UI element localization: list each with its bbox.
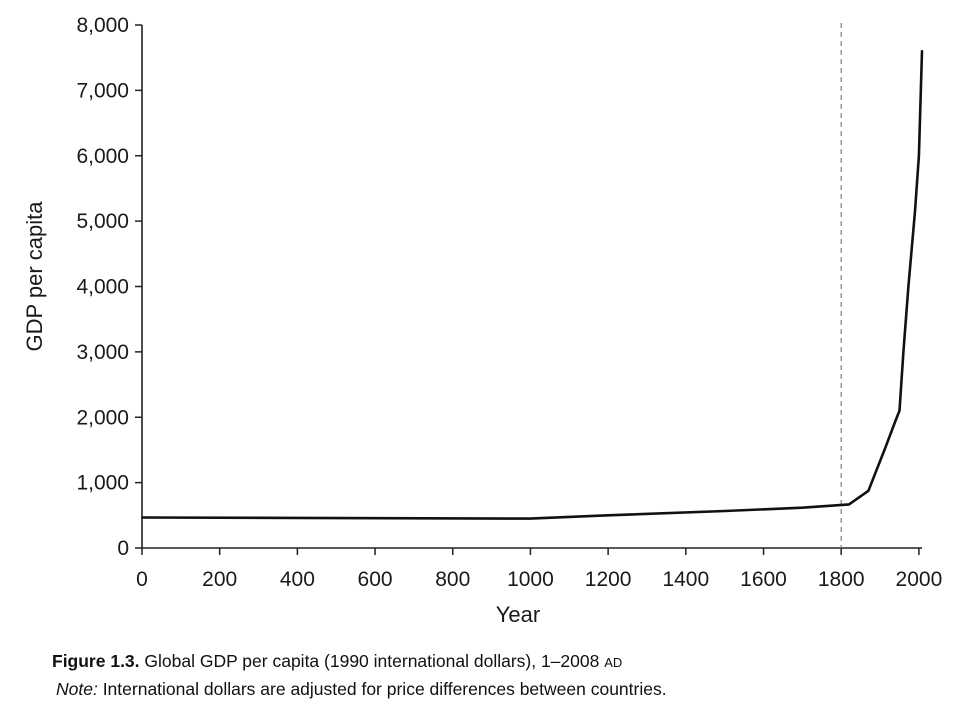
x-tick-label: 2000 xyxy=(896,568,943,591)
y-tick-label: 8,000 xyxy=(76,14,129,37)
caption-line-1: Figure 1.3. Global GDP per capita (1990 … xyxy=(52,648,962,676)
x-tick-label: 200 xyxy=(202,568,237,591)
series-layer xyxy=(141,49,924,520)
x-tick-label: 1200 xyxy=(585,568,632,591)
x-tick-label: 1000 xyxy=(507,568,554,591)
figure-text: Global GDP per capita (1990 internationa… xyxy=(139,651,605,671)
y-tick-label: 7,000 xyxy=(76,79,129,102)
y-axis-title: GDP per capita xyxy=(22,201,47,352)
x-tick-label: 1800 xyxy=(818,568,865,591)
y-tick-label: 4,000 xyxy=(76,276,129,299)
x-axis-ticks: 0 200 400 600 800 1000 1200 1400 1600 1800 2000 xyxy=(136,548,942,591)
x-tick-label: 1600 xyxy=(740,568,787,591)
y-axis-ticks: 0 1,000 2,000 3,000 4,000 5,000 6,000 7,000 8,00… xyxy=(76,14,142,560)
y-tick-label: 5,000 xyxy=(76,210,129,233)
figure-caption: Figure 1.3. Global GDP per capita (1990 … xyxy=(52,648,962,702)
x-tick-label: 0 xyxy=(136,568,148,591)
x-tick-label: 800 xyxy=(435,568,470,591)
x-axis-title: Year xyxy=(496,602,540,627)
x-tick-label: 1400 xyxy=(662,568,709,591)
x-tick-label: 600 xyxy=(358,568,393,591)
y-tick-label: 0 xyxy=(117,537,129,560)
gdp-chart: 0 1,000 2,000 3,000 4,000 5,000 6,000 7,000 8,00… xyxy=(22,14,942,627)
y-tick-label: 1,000 xyxy=(76,472,129,495)
caption-line-2: Note: International dollars are adjusted… xyxy=(52,676,962,702)
y-tick-label: 2,000 xyxy=(76,406,129,429)
figure-label: Figure 1.3. xyxy=(52,651,140,671)
note-text: International dollars are adjusted for p… xyxy=(97,679,667,699)
era-label: AD xyxy=(604,655,623,670)
note-label: Note: xyxy=(56,679,98,699)
y-tick-label: 3,000 xyxy=(76,341,129,364)
y-tick-label: 6,000 xyxy=(76,145,129,168)
gdp-series-line xyxy=(141,49,924,520)
x-tick-label: 400 xyxy=(280,568,315,591)
